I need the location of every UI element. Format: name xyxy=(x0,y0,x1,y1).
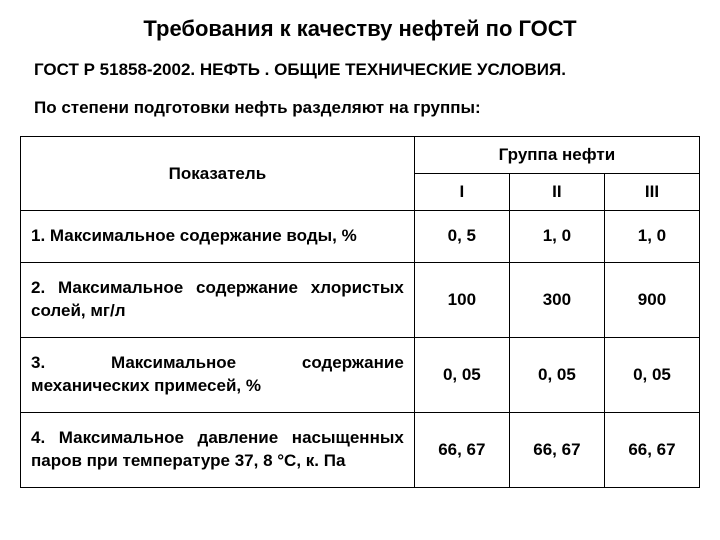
param-value: 0, 05 xyxy=(414,337,509,412)
header-group: Группа нефти xyxy=(414,137,699,174)
param-label: 4. Максимальное давление насыщенных паро… xyxy=(21,412,415,487)
param-value: 900 xyxy=(604,262,699,337)
table-row: 4. Максимальное давление насыщенных паро… xyxy=(21,412,700,487)
intro-text: По степени подготовки нефть разделяют на… xyxy=(34,98,700,118)
group-col-2: II xyxy=(509,174,604,211)
table-row: 3. Максимальное содержание механических … xyxy=(21,337,700,412)
param-value: 66, 67 xyxy=(414,412,509,487)
header-row-1: Показатель Группа нефти xyxy=(21,137,700,174)
param-value: 100 xyxy=(414,262,509,337)
param-value: 300 xyxy=(509,262,604,337)
table-row: 2. Максимальное содержание хлористых сол… xyxy=(21,262,700,337)
group-col-3: III xyxy=(604,174,699,211)
param-value: 0, 05 xyxy=(604,337,699,412)
group-col-1: I xyxy=(414,174,509,211)
quality-table: Показатель Группа нефти I II III 1. Макс… xyxy=(20,136,700,488)
param-label: 3. Максимальное содержание механических … xyxy=(21,337,415,412)
header-param: Показатель xyxy=(21,137,415,211)
param-value: 1, 0 xyxy=(509,211,604,263)
param-value: 0, 05 xyxy=(509,337,604,412)
param-value: 1, 0 xyxy=(604,211,699,263)
param-label: 1. Максимальное содержание воды, % xyxy=(21,211,415,263)
param-value: 66, 67 xyxy=(604,412,699,487)
page-title: Требования к качеству нефтей по ГОСТ xyxy=(20,16,700,42)
param-value: 0, 5 xyxy=(414,211,509,263)
param-value: 66, 67 xyxy=(509,412,604,487)
table-row: 1. Максимальное содержание воды, % 0, 5 … xyxy=(21,211,700,263)
gost-subtitle: ГОСТ Р 51858-2002. НЕФТЬ . ОБЩИЕ ТЕХНИЧЕ… xyxy=(34,60,700,80)
param-label: 2. Максимальное содержание хлористых сол… xyxy=(21,262,415,337)
